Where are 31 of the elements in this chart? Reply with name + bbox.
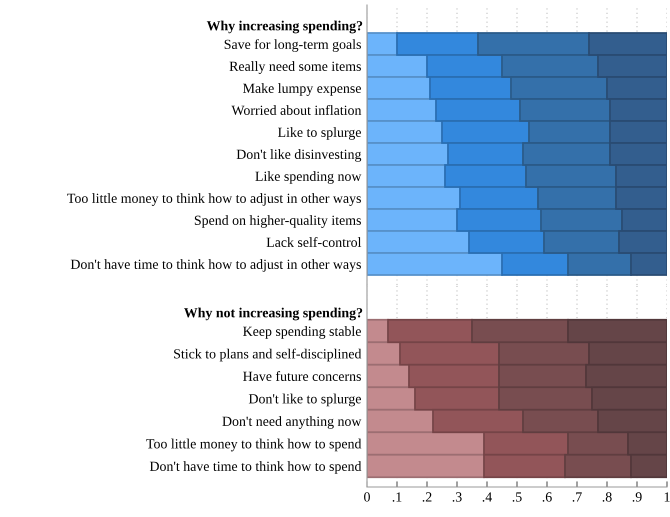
x-tick-label: .1: [392, 492, 402, 502]
x-tick-label: .3: [452, 492, 462, 502]
x-tick-label: .9: [632, 492, 642, 502]
y-tick-label: Don't have time to think how to spend: [150, 461, 362, 474]
y-tick-label: Worried about inflation: [231, 105, 362, 116]
y-tick-label: Have future concerns: [243, 371, 361, 381]
x-tick-label: .6: [542, 492, 552, 502]
y-tick-label: Make lumpy expense: [243, 83, 361, 96]
y-tick-label: Like to splurge: [278, 127, 361, 140]
y-tick-label: Stick to plans and self-disciplined: [174, 348, 362, 362]
y-tick-label: Really need some items: [230, 61, 361, 74]
y-tick-label: Don't like disinvesting: [236, 149, 362, 162]
y-tick-label: Too little money to think how to spend: [146, 438, 362, 452]
y-tick-label: Don't have time to think how to adjust in other ways: [70, 259, 361, 272]
y-tick-label: Save for long-term goals: [224, 39, 361, 52]
y-tick-label: Like spending now: [255, 171, 362, 184]
x-tick-label: 0: [364, 492, 370, 502]
chart-title: Why not increasing spending?: [184, 308, 362, 320]
x-tick-label: 1: [664, 492, 670, 502]
y-tick-label: Spend on higher-quality items: [194, 215, 361, 228]
x-tick-label: .4: [482, 492, 492, 502]
x-tick-label: .7: [572, 492, 582, 502]
x-tick-label: .2: [422, 492, 432, 502]
y-tick-label: Don't need anything now: [222, 416, 362, 429]
y-tick-label: Keep spending stable: [243, 326, 361, 339]
chart-title: Why increasing spending?: [206, 20, 362, 34]
y-tick-label: Too little money to think how to adjust in other ways: [67, 193, 361, 206]
y-tick-label: Don't like to splurge: [248, 394, 361, 406]
y-tick-label: Lack self-control: [266, 237, 362, 247]
x-tick-label: .8: [602, 492, 612, 502]
x-tick-label: .5: [512, 492, 522, 502]
